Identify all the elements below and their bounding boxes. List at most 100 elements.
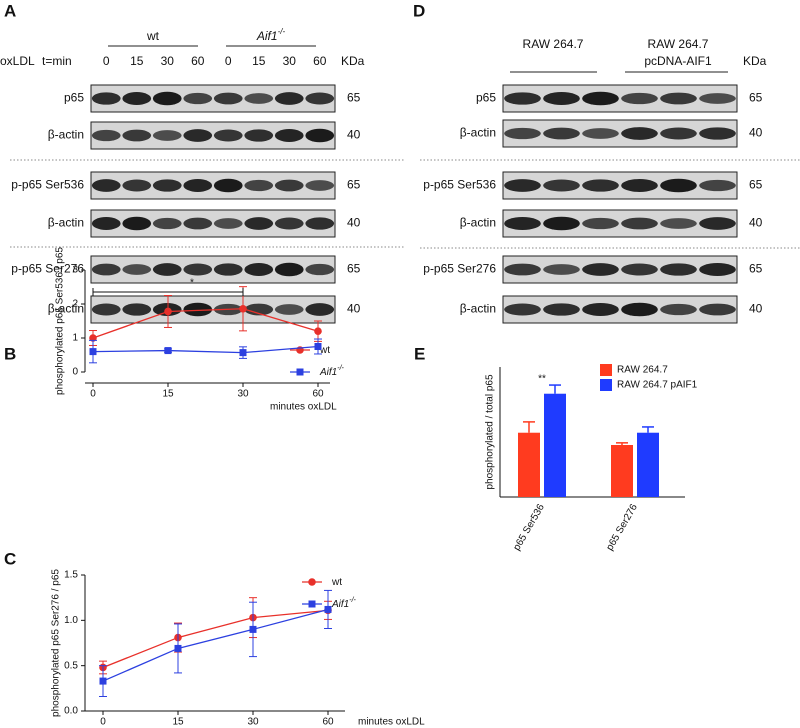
blot-band: [504, 263, 541, 276]
kda-label: 40: [347, 302, 361, 316]
row-label: β-actin: [460, 302, 496, 316]
blot-band: [543, 216, 580, 231]
x-tick-label: 30: [247, 717, 259, 728]
panel-letter: B: [4, 344, 16, 363]
legend-name: Aif1: [331, 599, 349, 610]
blot-band: [152, 130, 182, 141]
blot-band: [699, 263, 736, 276]
marker: [174, 644, 182, 652]
lane-label: 0: [225, 54, 232, 68]
legend-label: RAW 264.7 pAIF1: [617, 380, 698, 391]
row-label: β-actin: [460, 126, 496, 140]
bar: [518, 432, 540, 497]
kda-label: 65: [347, 178, 361, 192]
panel-letter: D: [413, 1, 425, 20]
blot-band: [305, 128, 335, 143]
marker: [99, 677, 107, 685]
legend-label: wt: [331, 577, 342, 588]
x-tick-label: 60: [312, 389, 324, 400]
lane-label: 0: [103, 54, 110, 68]
blot-band: [152, 263, 182, 276]
blot-band: [621, 263, 658, 276]
blot-box: [502, 119, 738, 148]
blot-band: [582, 303, 619, 316]
legend-swatch: [600, 364, 612, 376]
blot-box: [502, 84, 738, 113]
blot-band: [660, 218, 697, 229]
blot-band: [274, 262, 304, 277]
x-axis-title: minutes oxLDL: [270, 402, 337, 413]
row-label: β-actin: [48, 302, 84, 316]
legend-marker: [308, 578, 316, 586]
x-tick-label: 15: [162, 389, 174, 400]
y-tick-label: 1.5: [64, 570, 78, 581]
blot-band: [621, 302, 658, 317]
blot-band: [244, 93, 274, 104]
marker: [314, 327, 322, 336]
y-axis-title: phosphorylated / total p65: [485, 374, 496, 490]
blot-band: [543, 303, 580, 316]
kda-label: 65: [347, 262, 361, 276]
blot-band: [122, 129, 152, 142]
blot-band: [91, 263, 121, 276]
y-axis-title: phosphorylated p65 Ser276 / p65: [51, 569, 62, 717]
blot-band: [699, 179, 736, 192]
annotation: *: [190, 278, 194, 289]
group-label: RAW 264.7: [523, 37, 584, 51]
blot-band: [274, 92, 304, 105]
blot-band: [152, 179, 182, 192]
blot-band: [274, 217, 304, 230]
blot-band: [699, 303, 736, 316]
blot-box: [502, 255, 738, 284]
panel-letter: C: [4, 549, 16, 568]
legend-swatch: [600, 379, 612, 391]
blot-band: [543, 179, 580, 192]
blot-band: [660, 92, 697, 105]
time-label: t=min: [42, 54, 72, 68]
marker: [164, 347, 172, 355]
blot-band: [660, 263, 697, 276]
blot-band: [152, 217, 182, 230]
blot-band: [122, 216, 152, 231]
row-label: β-actin: [48, 216, 84, 230]
blot-box: [502, 171, 738, 200]
legend-sup: -/-: [349, 597, 356, 604]
blot-band: [621, 179, 658, 192]
marker: [314, 343, 322, 350]
kda-label: 40: [749, 302, 763, 316]
lane-label: 30: [283, 54, 297, 68]
panel-letter: A: [4, 1, 16, 20]
blot-band: [543, 127, 580, 140]
group-label: Aif1-/-: [256, 27, 286, 43]
blot-band: [660, 178, 697, 193]
blot-band: [152, 91, 182, 106]
legend-label: wt: [319, 345, 330, 356]
blot-band: [305, 180, 335, 191]
blot-band: [274, 304, 304, 315]
blot-band: [183, 217, 213, 230]
blot-band: [183, 263, 213, 276]
group-sup: -/-: [278, 27, 286, 36]
y-tick-label: 1: [72, 333, 78, 344]
blot-band: [91, 92, 121, 105]
blot-band: [213, 218, 243, 229]
kda-label: 40: [347, 216, 361, 230]
x-tick-label: 60: [322, 717, 334, 728]
blot-band: [699, 93, 736, 104]
annotation: **: [538, 374, 546, 385]
blot-band: [543, 92, 580, 105]
blot-band: [504, 217, 541, 230]
kda-label: 40: [749, 126, 763, 140]
y-tick-label: 2: [72, 299, 78, 310]
blot-band: [122, 179, 152, 192]
lane-label: 60: [191, 54, 205, 68]
row-label: p-p65 Ser536: [423, 178, 496, 192]
legend-label: Aif1-/-: [331, 597, 357, 610]
legend-name: wt: [331, 577, 342, 588]
legend-label: RAW 264.7: [617, 365, 668, 376]
blot-band: [213, 178, 243, 193]
y-tick-label: 3: [72, 265, 78, 276]
blot-band: [122, 92, 152, 105]
blot-band: [213, 92, 243, 105]
